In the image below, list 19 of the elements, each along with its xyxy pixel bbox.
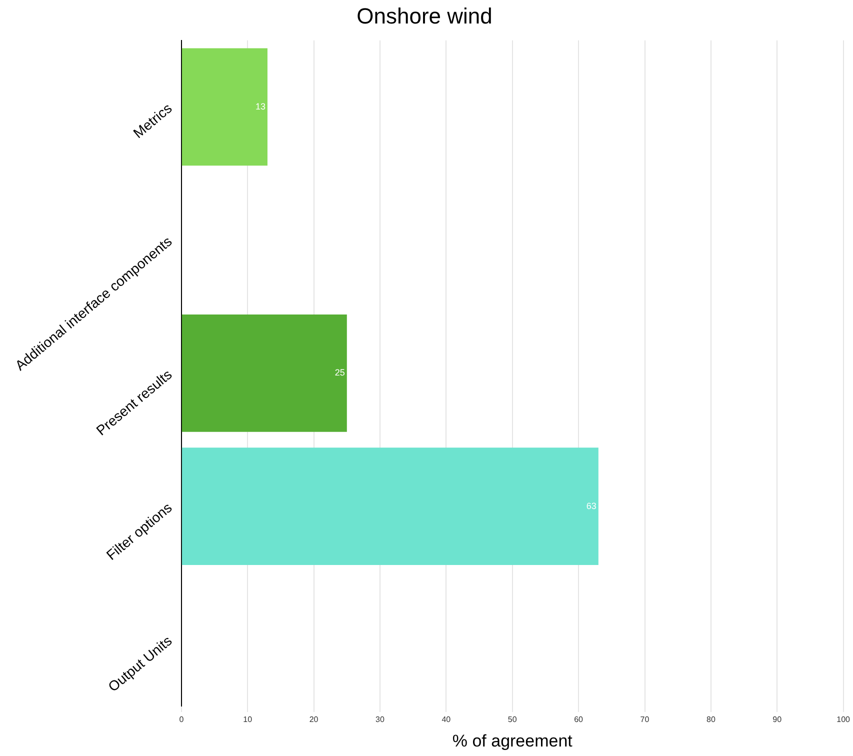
data-label: 25: [334, 368, 345, 378]
x-tick-label: 30: [376, 715, 385, 724]
x-tick-label: 90: [772, 715, 782, 724]
bar: [182, 314, 347, 432]
x-tick-label: 40: [442, 715, 452, 724]
x-tick-label: 100: [836, 715, 851, 724]
chart-title: Onshore wind: [356, 3, 492, 28]
bar: [182, 48, 268, 166]
x-tick-label: 80: [706, 715, 716, 724]
x-tick-label: 0: [179, 715, 184, 724]
x-tick-label: 20: [309, 715, 319, 724]
x-tick-label: 50: [508, 715, 518, 724]
data-label: 63: [586, 500, 596, 511]
x-axis-title: % of agreement: [452, 731, 573, 750]
bar: [182, 448, 598, 566]
x-tick-label: 10: [243, 715, 253, 724]
x-tick-label: 60: [574, 715, 584, 724]
data-label: 13: [255, 101, 266, 112]
x-tick-label: 70: [640, 715, 650, 724]
